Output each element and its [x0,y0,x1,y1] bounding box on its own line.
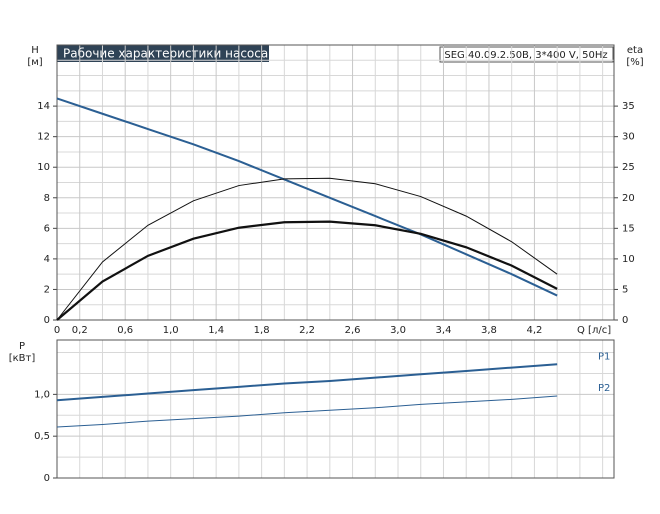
legend-label: P2 [598,383,610,394]
x-tick-label: 4,2 [526,325,542,336]
x-tick-label: 2,6 [345,325,361,336]
y2-tick-label: 5 [622,284,628,295]
y-label: H [31,45,39,56]
x-tick-label: 1,8 [254,325,270,336]
y2-tick-label: 35 [622,101,635,112]
y-unit: [м] [27,57,42,68]
x-tick-label: 2,2 [299,325,315,336]
x-tick-label: 0,6 [117,325,133,336]
y-unit: [кВт] [9,353,36,364]
y-tick-label: 8 [44,193,50,204]
legend-label: P1 [598,351,610,362]
model-label: SEG.40.09.2.50B, 3*400 V, 50Hz [444,50,607,61]
y-tick-label: 2 [44,284,50,295]
y2-unit: [%] [626,57,643,68]
y2-label: eta [627,45,643,56]
x-tick-label: 3,8 [481,325,497,336]
y-label: P [19,341,25,352]
y-tick-label: 0 [44,473,50,484]
series-line [56,395,558,428]
x-tick-label: 0,2 [72,325,88,336]
y2-tick-label: 25 [622,162,635,173]
y2-tick-label: 15 [622,223,635,234]
x-tick-label: 3,4 [436,325,452,336]
series-line [56,220,558,321]
y2-tick-label: 30 [622,132,635,143]
x-label: Q [л/с] [577,325,611,336]
y-tick-label: 6 [44,223,50,234]
x-tick-label: 0 [54,325,60,336]
x-tick-label: 1,0 [163,325,179,336]
x-tick-label: 1,4 [208,325,224,336]
y-tick-label: 10 [37,162,50,173]
x-tick-label: 3,0 [390,325,406,336]
y2-tick-label: 10 [622,254,635,265]
y2-tick-label: 20 [622,193,635,204]
series-line [56,97,558,297]
y-tick-label: 12 [37,132,50,143]
chart-title: Рабочие характеристики насоса [63,47,268,61]
y-tick-label: 1,0 [34,389,50,400]
y-tick-label: 0,5 [34,431,50,442]
model-box [439,46,614,63]
plot-frame [56,339,615,479]
y2-tick-label: 0 [622,315,628,326]
y-tick-label: 14 [37,101,50,112]
plot-frame [56,44,615,321]
y-tick-label: 4 [44,254,50,265]
y-tick-label: 0 [44,315,50,326]
series-line [56,363,558,402]
series-line [56,177,558,321]
